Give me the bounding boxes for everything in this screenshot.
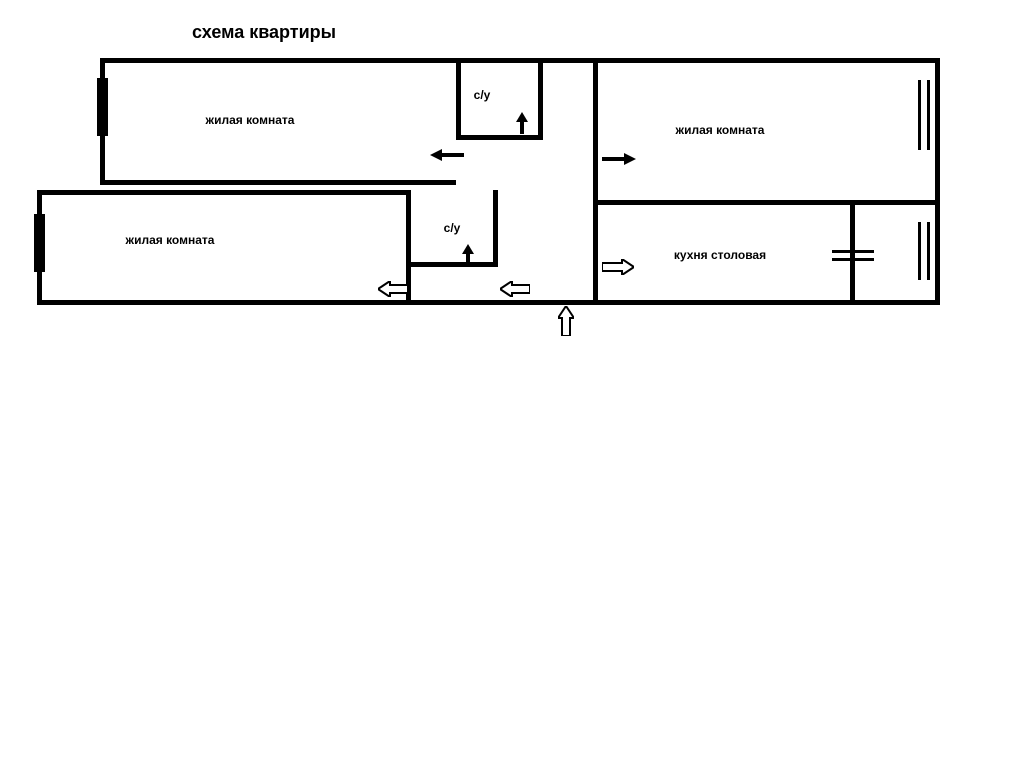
label-kitchen: кухня столовая: [674, 248, 766, 262]
arrow-entry-up: [558, 306, 574, 336]
wall-su1-bottom: [456, 135, 543, 140]
label-room-2r: жилая комната: [676, 123, 765, 137]
diagram-title: схема квартиры: [192, 22, 336, 43]
arrow-su2-up: [462, 244, 474, 266]
wall-row2-bottom: [38, 300, 593, 305]
wall-su2-bottom: [406, 262, 498, 267]
wall-su1-left: [456, 58, 461, 140]
floor-plan-diagram: схема квартиры жилая комната с/у жилая к…: [0, 0, 1024, 768]
wall-right-bottom: [593, 300, 935, 305]
arrow-kit-right: [602, 259, 634, 275]
window-r2r-right: [918, 80, 940, 150]
wall-row1-bottom-left: [100, 180, 456, 185]
label-room-1: жилая комната: [206, 113, 295, 127]
arrow-su1-up: [516, 112, 528, 134]
wall-su2-right: [493, 190, 498, 267]
label-room-3: жилая комната: [126, 233, 215, 247]
window-r2-left: [34, 214, 45, 272]
wall-row2-top-left: [38, 190, 406, 195]
wall-top-outer: [100, 58, 940, 63]
wall-su1-right: [538, 58, 543, 140]
arrow-right-mid: [602, 153, 636, 165]
wall-right-col-vert: [593, 58, 598, 305]
window-r1-left: [97, 78, 108, 136]
label-su-1: с/у: [474, 88, 491, 102]
label-su-2: с/у: [444, 221, 461, 235]
arrow-left-mid: [430, 149, 464, 161]
window-kit-inner: [832, 250, 874, 261]
arrow-row2-left-2: [500, 281, 530, 297]
window-kit-outer: [918, 222, 940, 280]
wall-right-split: [593, 200, 940, 205]
arrow-row2-left-1: [378, 281, 408, 297]
